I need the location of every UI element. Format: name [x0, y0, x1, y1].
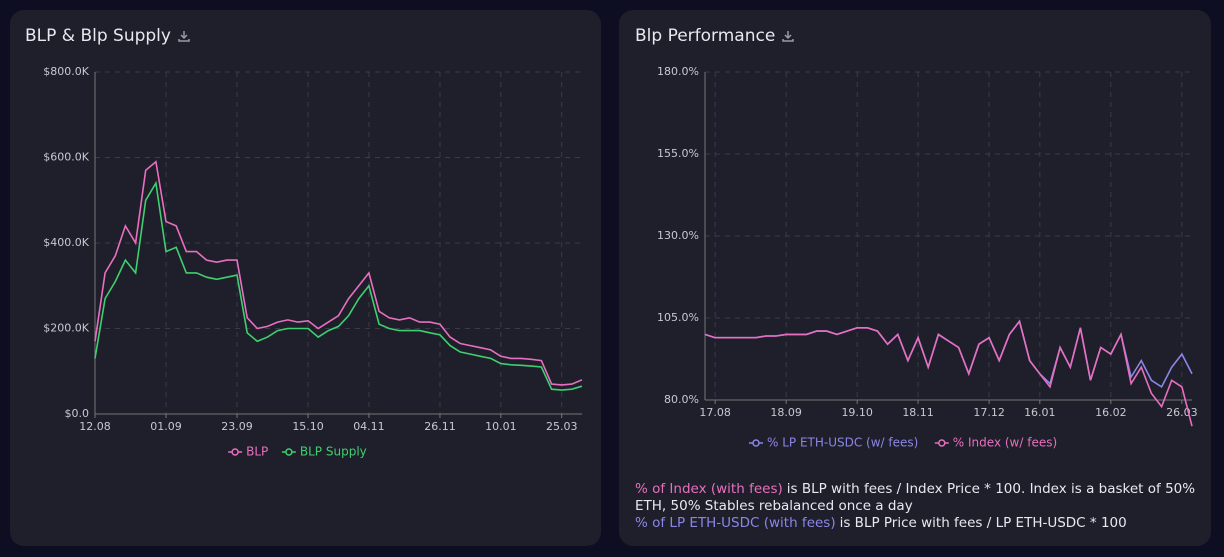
legend-label: % Index (w/ fees)	[953, 436, 1057, 450]
y-tick-label: $400.0K	[43, 236, 89, 249]
legend-icon	[285, 448, 293, 456]
x-tick-label: 12.08	[79, 420, 111, 433]
x-tick-label: 10.01	[485, 420, 517, 433]
note-text: is BLP with fees / Index Price * 100. In…	[635, 481, 1196, 514]
chart-title: BLP & Blp Supply	[25, 26, 171, 46]
series-line	[704, 319, 1193, 389]
legend-label: BLP	[246, 445, 268, 459]
y-tick-label: 130.0%	[657, 229, 699, 242]
download-icon[interactable]	[177, 29, 191, 43]
x-tick-label: 01.09	[150, 420, 182, 433]
x-tick-label: 18.09	[770, 406, 802, 419]
y-tick-label: 155.0%	[657, 147, 699, 160]
x-tick-label: 26.11	[424, 420, 456, 433]
x-tick-label: 18.11	[902, 406, 934, 419]
y-tick-label: $800.0K	[43, 65, 89, 78]
x-tick-label: 26.03	[1166, 406, 1198, 419]
x-tick-label: 16.01	[1024, 406, 1056, 419]
x-tick-label: 17.12	[973, 406, 1005, 419]
y-tick-label: 105.0%	[657, 311, 699, 324]
legend-icon	[938, 439, 946, 447]
legend-label: % LP ETH-USDC (w/ fees)	[767, 436, 918, 450]
y-tick-label: $200.0K	[43, 322, 89, 335]
download-icon[interactable]	[781, 29, 795, 43]
y-tick-label: 180.0%	[657, 65, 699, 78]
x-tick-label: 17.08	[699, 406, 731, 419]
x-tick-label: 15.10	[292, 420, 324, 433]
legend-label: BLP Supply	[300, 445, 367, 459]
note-text: is BLP Price with fees / LP ETH-USDC * 1…	[839, 515, 1127, 531]
y-tick-label: $600.0K	[43, 151, 89, 164]
x-tick-label: 23.09	[221, 420, 253, 433]
notes: % of Index (with fees) is BLP with fees /…	[635, 481, 1205, 532]
x-tick-label: 16.02	[1095, 406, 1127, 419]
legend-icon	[752, 439, 760, 447]
x-tick-label: 04.11	[353, 420, 385, 433]
note-highlight: % of LP ETH-USDC (with fees)	[635, 515, 836, 531]
chart-header: Blp Performance	[635, 26, 795, 46]
series-line	[94, 180, 583, 391]
y-tick-label: $0.0	[65, 407, 90, 420]
note: % of LP ETH-USDC (with fees) is BLP Price…	[635, 515, 1205, 532]
chart-title: Blp Performance	[635, 26, 776, 46]
card	[10, 10, 601, 546]
note: % of Index (with fees) is BLP with fees /…	[635, 481, 1205, 515]
card	[619, 10, 1211, 546]
x-tick-label: 19.10	[841, 406, 873, 419]
legend-icon	[231, 448, 239, 456]
series-line	[94, 160, 583, 386]
x-tick-label: 25.03	[546, 420, 578, 433]
series-line	[704, 319, 1193, 427]
y-tick-label: 80.0%	[664, 393, 699, 406]
chart-header: BLP & Blp Supply	[25, 26, 191, 46]
note-highlight: % of Index (with fees)	[635, 481, 783, 497]
